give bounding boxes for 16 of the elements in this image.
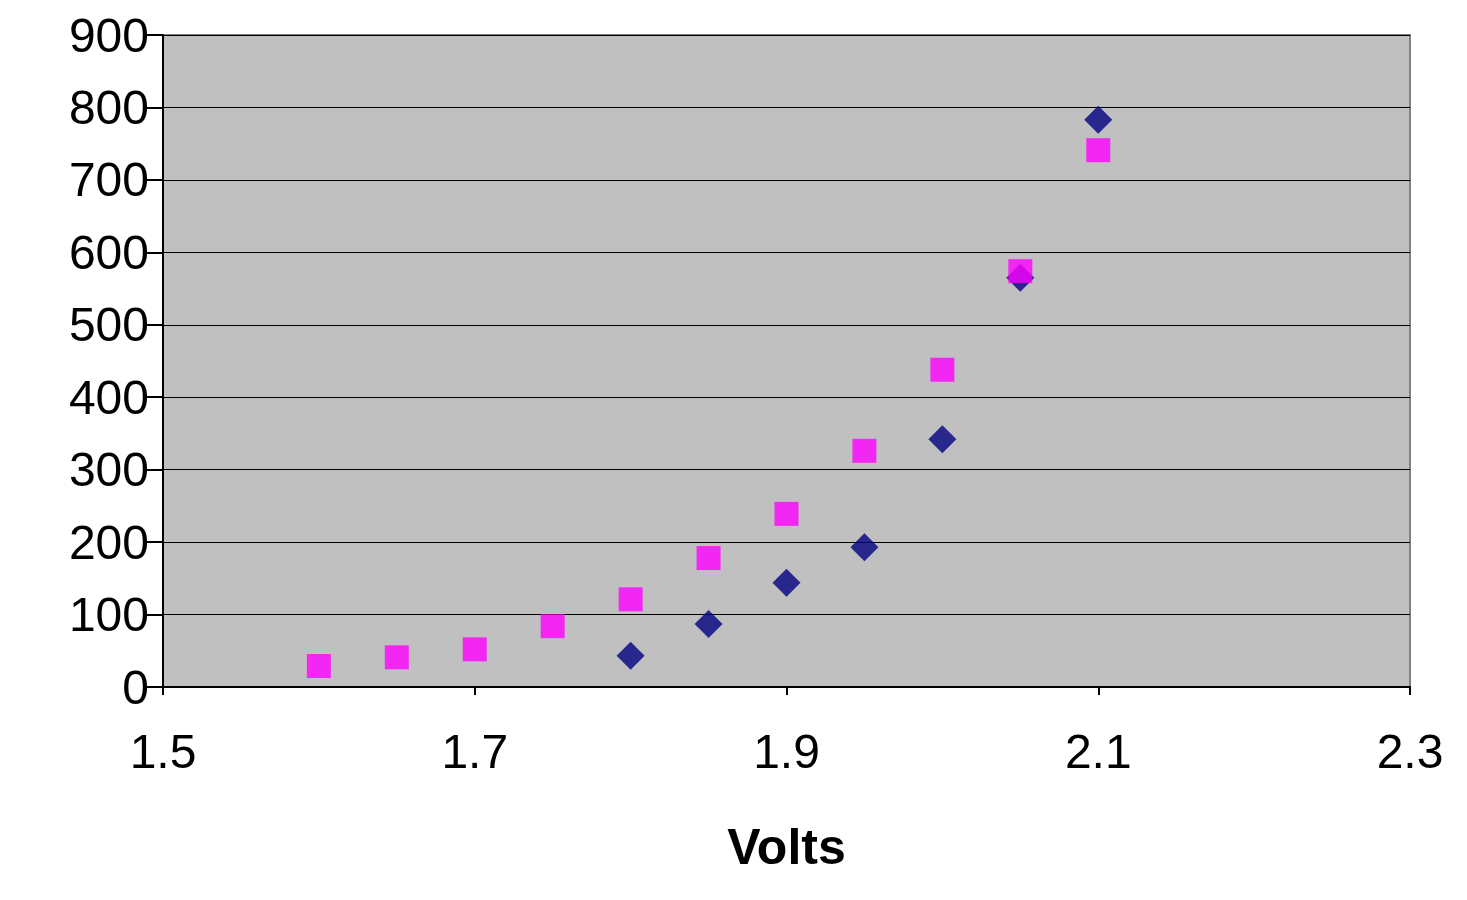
y-tick-label: 800 (68, 80, 149, 134)
x-tick-label: 2.3 (1376, 724, 1444, 778)
x-tick-label: 1.7 (441, 724, 509, 778)
y-tick-label: 600 (68, 225, 149, 279)
x-tick-label: 1.5 (129, 724, 197, 778)
x-tick-label: 2.1 (1064, 724, 1132, 778)
y-tick-label: 700 (68, 153, 149, 207)
x-tick-label: 1.9 (753, 724, 820, 778)
y-tick-label: 500 (68, 298, 149, 352)
y-tick-label: 300 (68, 443, 149, 497)
y-tick-label: 900 (68, 8, 149, 62)
y-tick-label: 400 (68, 370, 149, 424)
x-axis-title: Volts (727, 819, 846, 875)
y-tick-label: 200 (68, 515, 149, 569)
y-tick-label: 0 (122, 660, 149, 714)
y-tick-label: 100 (68, 588, 149, 642)
